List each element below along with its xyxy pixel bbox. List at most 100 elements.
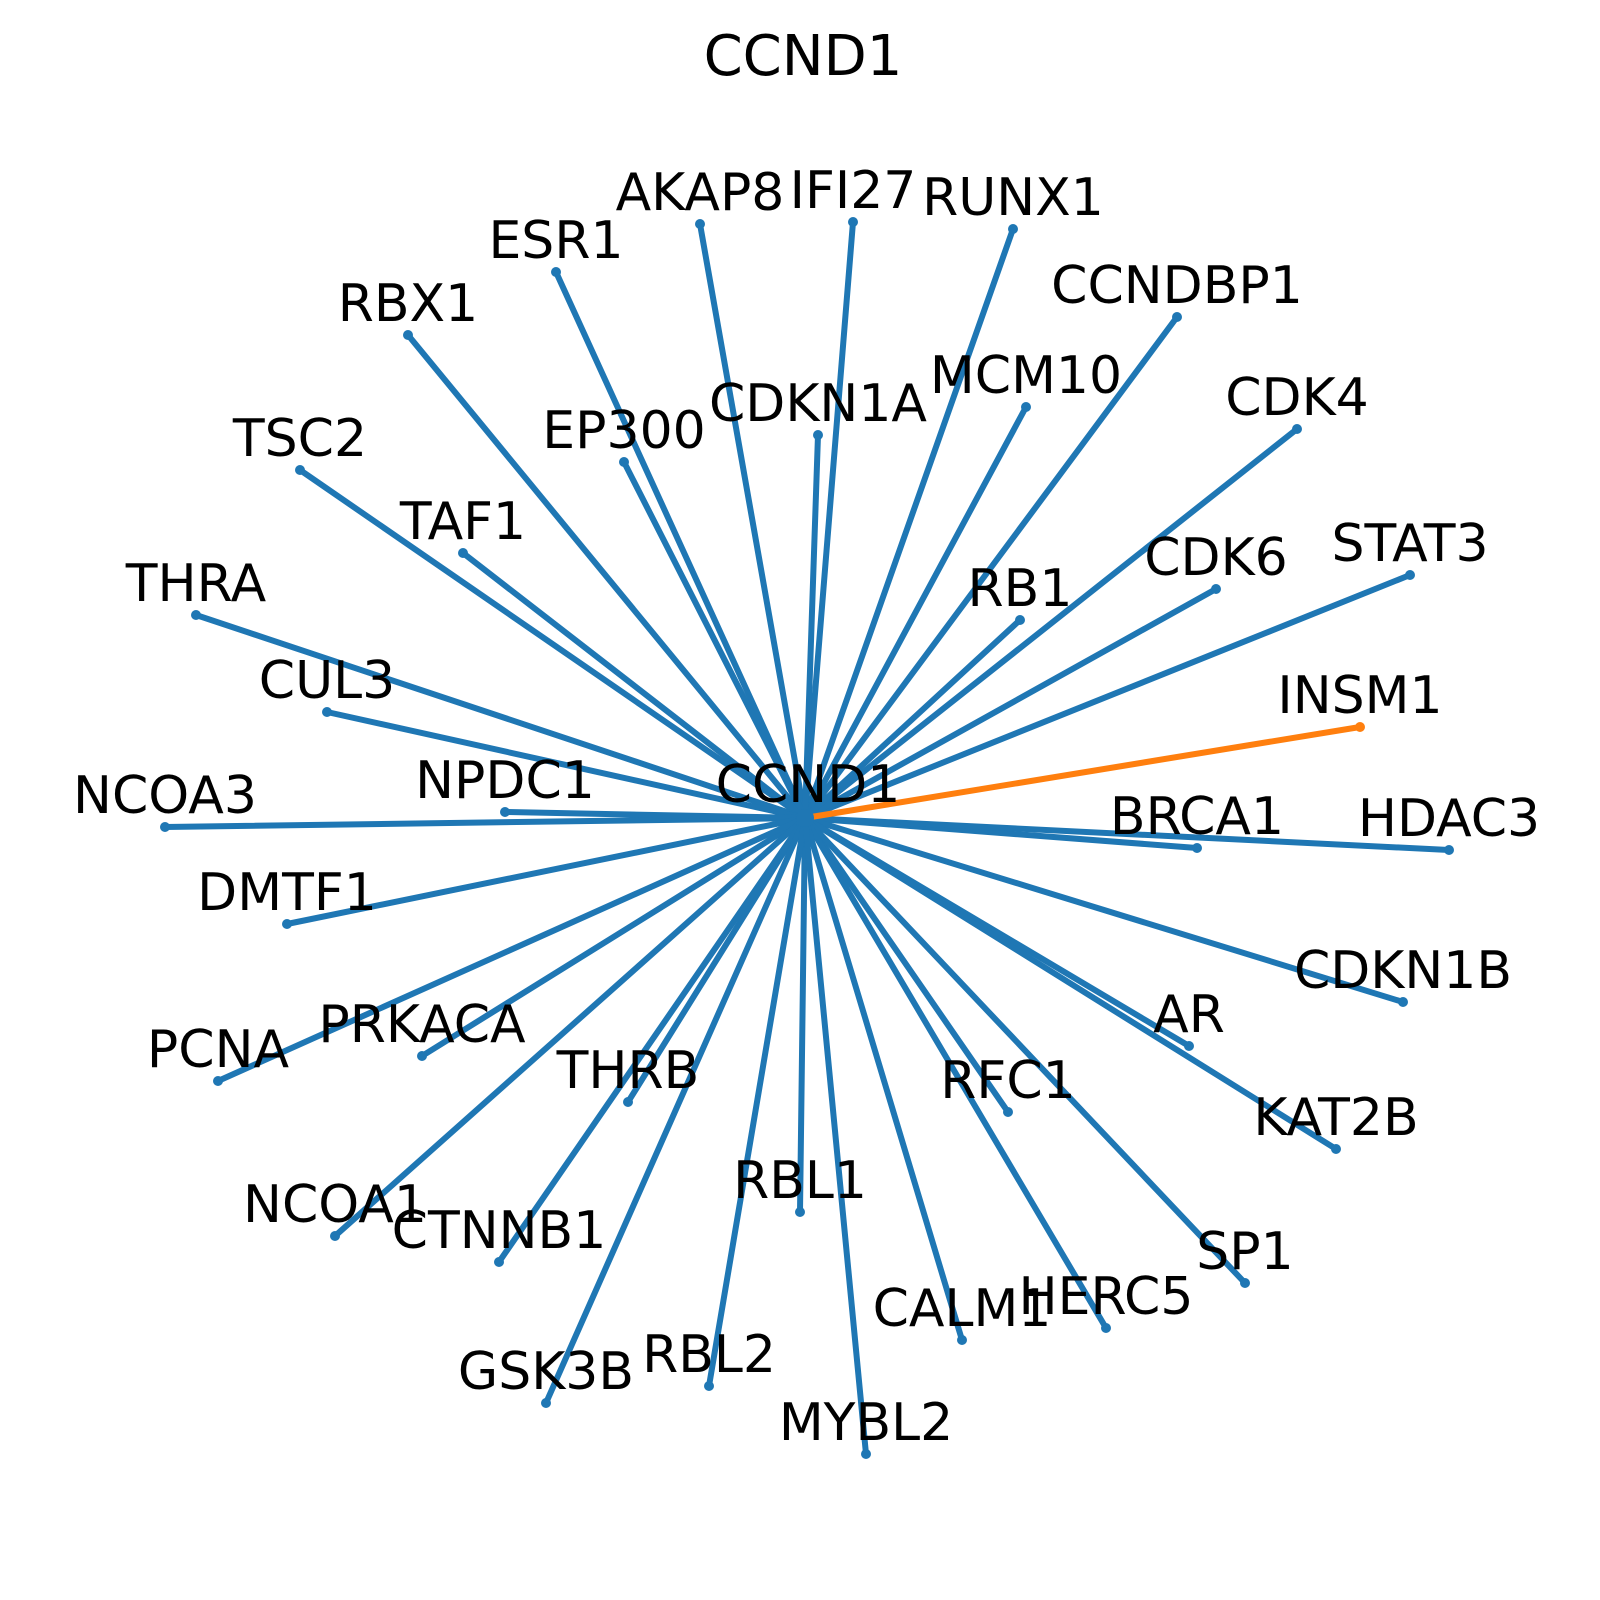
edge-ccnd1-ctnnb1: [496, 815, 808, 1265]
node-thra[interactable]: [191, 610, 201, 620]
node-ccndbp1[interactable]: [1172, 312, 1182, 322]
node-label-ep300: EP300: [542, 401, 705, 461]
node-dmtf1[interactable]: [282, 919, 292, 929]
edge-ccnd1-rbx1: [405, 332, 808, 821]
node-label-rbx1: RBX1: [338, 274, 479, 334]
node-label-ifi27: IFI27: [790, 161, 917, 221]
edge-ccnd1-mybl2: [802, 815, 869, 1457]
node-label-mybl2: MYBL2: [779, 1393, 953, 1453]
node-runx1[interactable]: [1008, 224, 1018, 234]
node-ep300[interactable]: [619, 457, 629, 467]
node-label-center-ccnd1: CCND1: [716, 755, 901, 815]
edge-ccnd1-cdk6: [802, 586, 1219, 821]
node-label-hdac3: HDAC3: [1358, 789, 1540, 849]
edge-ccnd1-taf1: [460, 550, 808, 821]
node-label-thra: THRA: [125, 554, 267, 614]
node-label-esr1: ESR1: [488, 211, 623, 271]
node-pcna[interactable]: [213, 1076, 223, 1086]
node-npdc1[interactable]: [500, 807, 510, 817]
node-rfc1[interactable]: [1003, 1107, 1013, 1117]
node-label-ncoa3: NCOA3: [73, 766, 257, 826]
node-ncoa1[interactable]: [330, 1231, 340, 1241]
edge-ccnd1-cul3: [324, 709, 808, 821]
node-calm1[interactable]: [957, 1335, 967, 1345]
node-tsc2[interactable]: [295, 465, 305, 475]
node-label-cdkn1a: CDKN1A: [709, 374, 927, 434]
edge-ccnd1-tsc2: [297, 467, 808, 821]
node-rbx1[interactable]: [403, 330, 413, 340]
node-rbl2[interactable]: [704, 1381, 714, 1391]
edges: [160, 217, 1454, 1459]
edge-ccnd1-rbl1: [797, 815, 808, 1215]
edge-ccnd1-ncoa1: [332, 815, 808, 1239]
edge-ccnd1-rb1: [802, 617, 1023, 821]
edge-ccnd1-dmtf1: [284, 815, 808, 927]
node-rb1[interactable]: [1015, 615, 1025, 625]
node-label-thrb: THRB: [556, 1041, 700, 1101]
node-ifi27[interactable]: [848, 217, 858, 227]
node-label-ncoa1: NCOA1: [243, 1175, 427, 1235]
node-mcm10[interactable]: [1021, 402, 1031, 412]
node-taf1[interactable]: [458, 548, 468, 558]
node-label-cul3: CUL3: [259, 651, 395, 711]
edge-ccnd1-stat3: [802, 572, 1413, 821]
node-center-ccnd1[interactable]: [796, 809, 814, 827]
node-label-rbl2: RBL2: [642, 1325, 776, 1385]
node-mybl2[interactable]: [861, 1449, 871, 1459]
node-rbl1[interactable]: [795, 1207, 805, 1217]
node-ar[interactable]: [1184, 1041, 1194, 1051]
node-label-herc5: HERC5: [1019, 1267, 1194, 1327]
node-label-stat3: STAT3: [1331, 514, 1488, 574]
edge-ccnd1-gsk3b: [543, 815, 808, 1406]
node-label-dmtf1: DMTF1: [197, 863, 377, 923]
node-label-runx1: RUNX1: [922, 168, 1104, 228]
edge-ccnd1-runx1: [802, 226, 1016, 821]
node-ncoa3[interactable]: [160, 822, 170, 832]
node-label-calm1: CALM1: [873, 1279, 1052, 1339]
node-label-taf1: TAF1: [399, 492, 526, 552]
edge-ccnd1-herc5: [802, 815, 1109, 1331]
edge-ccnd1-npdc1: [502, 809, 808, 821]
node-cdk6[interactable]: [1211, 584, 1221, 594]
edge-ccnd1-insm1: [802, 724, 1363, 821]
node-label-insm1: INSM1: [1277, 666, 1442, 726]
node-label-cdkn1b: CDKN1B: [1294, 941, 1512, 1001]
node-gsk3b[interactable]: [541, 1398, 551, 1408]
node-cdkn1b[interactable]: [1398, 997, 1408, 1007]
node-label-tsc2: TSC2: [232, 409, 367, 469]
node-label-rbl1: RBL1: [733, 1151, 867, 1211]
edge-ccnd1-akap8: [697, 221, 808, 821]
node-akap8[interactable]: [695, 219, 705, 229]
edge-ccnd1-pcna: [215, 815, 808, 1084]
node-labels: AKAP8 IFI27 RUNX1ESR1CCNDBP1RBX1MCM10CDKN1…: [73, 161, 1540, 1453]
node-stat3[interactable]: [1405, 570, 1415, 580]
node-ctnnb1[interactable]: [494, 1257, 504, 1267]
node-prkaca[interactable]: [417, 1051, 427, 1061]
node-sp1[interactable]: [1240, 1278, 1250, 1288]
edge-ccnd1-ncoa3: [162, 815, 808, 830]
node-label-ccndbp1: CCNDBP1: [1051, 256, 1303, 316]
node-label-gsk3b: GSK3B: [458, 1342, 634, 1402]
node-brca1[interactable]: [1192, 843, 1202, 853]
edge-ccnd1-cdkn1b: [802, 815, 1406, 1005]
node-label-rfc1: RFC1: [940, 1051, 1075, 1111]
node-cdkn1a[interactable]: [813, 430, 823, 440]
node-cul3[interactable]: [322, 707, 332, 717]
node-herc5[interactable]: [1101, 1323, 1111, 1333]
node-kat2b[interactable]: [1331, 1144, 1341, 1154]
edge-ccnd1-calm1: [802, 815, 965, 1343]
node-label-cdk6: CDK6: [1144, 528, 1288, 588]
node-label-npdc1: NPDC1: [415, 751, 595, 811]
node-cdk4[interactable]: [1292, 424, 1302, 434]
node-esr1[interactable]: [551, 267, 561, 277]
edge-ccnd1-rfc1: [802, 815, 1011, 1115]
node-label-kat2b: KAT2B: [1253, 1088, 1418, 1148]
edge-ccnd1-cdk4: [802, 426, 1300, 821]
node-hdac3[interactable]: [1444, 845, 1454, 855]
node-insm1[interactable]: [1355, 722, 1365, 732]
node-label-prkaca: PRKACA: [318, 995, 526, 1055]
node-thrb[interactable]: [623, 1097, 633, 1107]
edge-ccnd1-ccndbp1: [802, 314, 1180, 821]
node-label-akap8: AKAP8: [616, 163, 785, 223]
